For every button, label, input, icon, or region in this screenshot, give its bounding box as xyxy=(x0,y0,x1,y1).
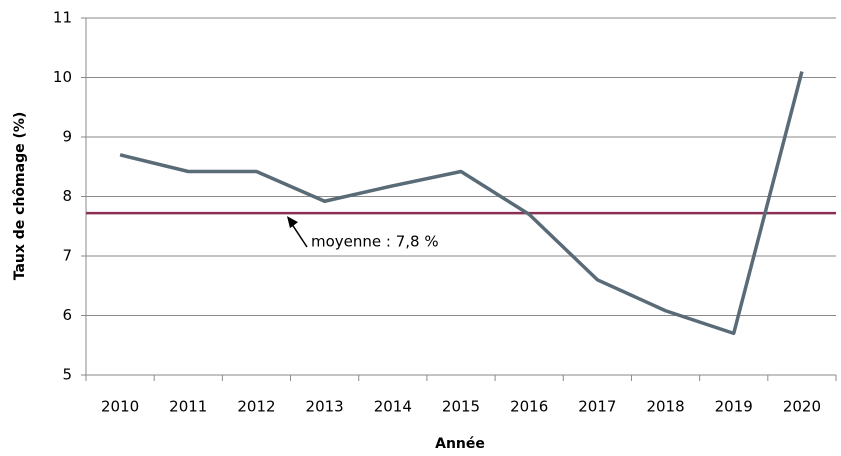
y-tick-label: 10 xyxy=(53,68,72,86)
y-tick-label: 9 xyxy=(62,128,72,146)
x-tick-label: 2013 xyxy=(306,398,344,416)
x-axis-title: Année xyxy=(435,436,485,452)
annotation: moyenne : 7,8 % xyxy=(311,233,439,251)
y-tick-label: 7 xyxy=(62,247,72,265)
x-tick-label: 2020 xyxy=(783,398,821,416)
y-tick-label: 6 xyxy=(62,306,72,324)
data-line xyxy=(119,71,804,336)
x-tick-label: 2019 xyxy=(715,398,753,416)
x-tick-label: 2018 xyxy=(646,398,684,416)
x-tick-label: 2014 xyxy=(374,398,412,416)
x-tick-label: 2011 xyxy=(169,398,207,416)
y-axis-title: Taux de chômage (%) xyxy=(12,112,28,281)
x-tick-label: 2017 xyxy=(578,398,616,416)
y-tick-label: 11 xyxy=(53,9,72,27)
y-tick-label: 5 xyxy=(62,366,72,384)
x-tick-label: 2016 xyxy=(510,398,548,416)
x-tick-label: 2012 xyxy=(237,398,275,416)
arrow-head xyxy=(287,216,298,229)
x-tick-label: 2015 xyxy=(442,398,480,416)
x-tick-label: 2010 xyxy=(101,398,139,416)
y-tick-label: 8 xyxy=(62,187,72,205)
